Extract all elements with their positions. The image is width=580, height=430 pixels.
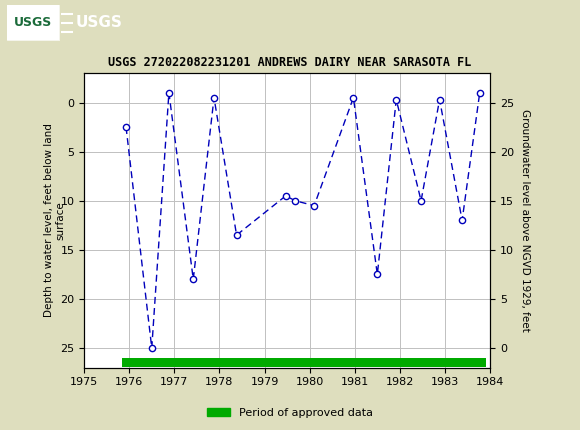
Text: USGS: USGS xyxy=(14,16,52,29)
FancyBboxPatch shape xyxy=(7,6,59,40)
Legend: Period of approved data: Period of approved data xyxy=(203,403,377,422)
Y-axis label: Groundwater level above NGVD 1929, feet: Groundwater level above NGVD 1929, feet xyxy=(520,109,530,332)
Y-axis label: Depth to water level, feet below land
surface: Depth to water level, feet below land su… xyxy=(44,123,66,317)
Bar xyxy=(7,6,59,40)
Bar xyxy=(122,358,487,367)
Text: USGS: USGS xyxy=(75,15,122,30)
Text: USGS 272022082231201 ANDREWS DAIRY NEAR SARASOTA FL: USGS 272022082231201 ANDREWS DAIRY NEAR … xyxy=(108,56,472,69)
